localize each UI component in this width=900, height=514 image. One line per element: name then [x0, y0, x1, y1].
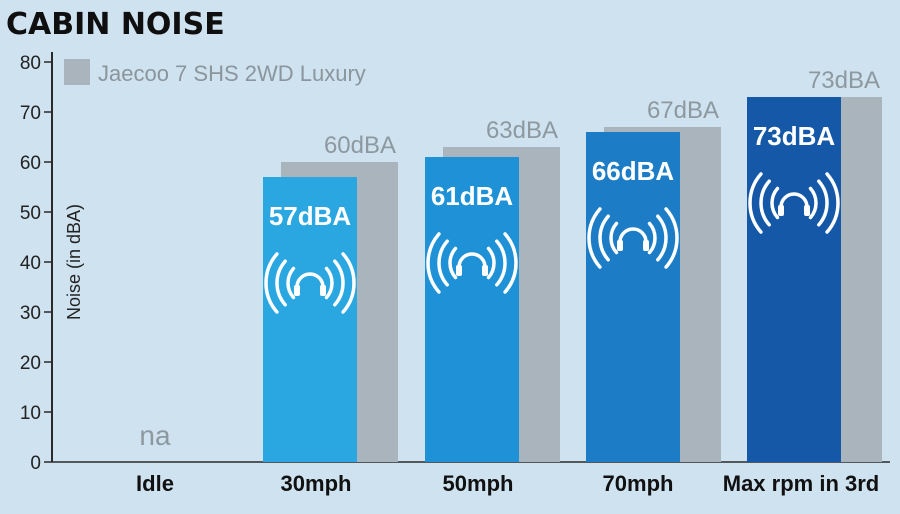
y-axis-label: Noise (in dBA)	[64, 204, 84, 320]
headphones-sound-icon	[264, 252, 356, 314]
data-label-blue: 66dBA	[592, 156, 675, 186]
legend-swatch	[64, 59, 90, 85]
data-label-grey: 63dBA	[486, 117, 558, 144]
legend: Jaecoo 7 SHS 2WD Luxury	[64, 59, 366, 86]
y-tick-label: 10	[20, 403, 41, 424]
chart-title: CABIN NOISE	[6, 7, 225, 42]
y-tick-label: 40	[20, 253, 41, 274]
headphones-sound-icon	[587, 207, 679, 269]
y-tick-label: 30	[20, 303, 41, 324]
data-label-grey: 60dBA	[324, 132, 396, 159]
y-tick-label: 0	[30, 453, 41, 474]
y-axis: 0 10 20 30 40 50 60 70 80	[20, 52, 890, 474]
y-tick-label: 20	[20, 353, 41, 374]
data-label-blue: 61dBA	[431, 181, 514, 211]
bar-blue-50mph	[425, 157, 519, 462]
category-label: 70mph	[603, 471, 674, 496]
data-label-blue: 73dBA	[753, 121, 836, 151]
category-label: Idle	[136, 471, 174, 496]
data-label-grey: 73dBA	[808, 67, 880, 94]
category-label: Max rpm in 3rd	[723, 471, 879, 496]
bar-blue-70mph	[586, 132, 680, 462]
category-labels: Idle 30mph 50mph 70mph Max rpm in 3rd	[136, 471, 879, 496]
bars: na 60dBA 57dBA 63dBA 61dBA 67dBA 66dBA 73dBA 73d…	[139, 67, 882, 462]
bar-blue-Max rpm in 3rd	[747, 97, 841, 462]
data-label-grey: 67dBA	[647, 97, 719, 124]
na-label: na	[139, 420, 171, 451]
y-tick-label: 70	[20, 103, 41, 124]
headphones-sound-icon	[748, 172, 840, 234]
data-label-blue: 57dBA	[269, 201, 352, 231]
y-tick-label: 60	[20, 153, 41, 174]
bar-blue-30mph	[263, 177, 357, 462]
headphones-sound-icon	[426, 232, 518, 294]
category-label: 50mph	[443, 471, 514, 496]
legend-label: Jaecoo 7 SHS 2WD Luxury	[98, 61, 366, 86]
y-tick-label: 50	[20, 203, 41, 224]
y-tick-label: 80	[20, 53, 41, 74]
category-label: 30mph	[281, 471, 352, 496]
